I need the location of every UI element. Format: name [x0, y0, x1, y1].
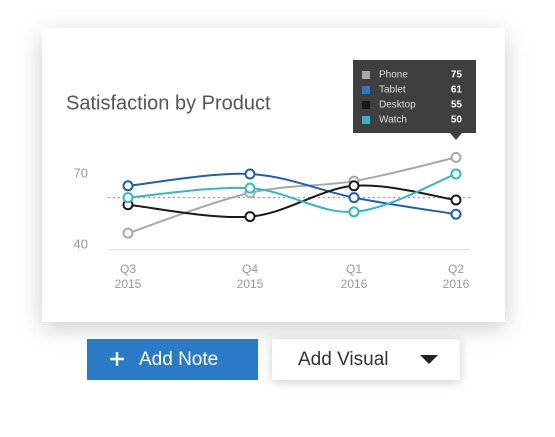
tooltip-value: 61 [451, 85, 463, 96]
data-point [244, 182, 256, 194]
tooltip-swatch [362, 86, 370, 94]
chart-title: Satisfaction by Product [66, 92, 271, 114]
x-tick-label: Q1 [346, 262, 362, 276]
add-note-button[interactable]: Add Note [87, 339, 258, 380]
tooltip-box [353, 60, 476, 133]
tooltip-name: Desktop [379, 100, 416, 111]
data-point [450, 168, 462, 180]
x-tick-year: 2015 [115, 277, 142, 291]
y-tick-label: 40 [74, 236, 88, 251]
series-line [127, 184, 457, 219]
x-tick-label: Q2 [448, 262, 464, 276]
button-label: Add Visual [298, 348, 389, 370]
series-line [127, 156, 457, 235]
x-tick-label: Q3 [120, 262, 136, 276]
data-point [244, 168, 256, 180]
add-visual-button[interactable]: Add Visual [272, 339, 460, 380]
data-point [450, 208, 462, 220]
series-line [127, 173, 457, 213]
series-line [127, 172, 457, 216]
data-point [122, 180, 134, 192]
data-point [348, 192, 360, 204]
data-point [450, 194, 462, 206]
tooltip: Phone 75 Tablet 61 Desktop 55 Watch 50 [353, 60, 476, 140]
data-point [122, 192, 134, 204]
x-tick-year: 2016 [341, 277, 368, 291]
dropdown-icon [420, 355, 438, 364]
x-tick-year: 2015 [237, 277, 264, 291]
tooltip-name: Tablet [379, 85, 406, 96]
tooltip-swatch [362, 116, 370, 124]
tooltip-value: 55 [451, 100, 463, 111]
data-point [122, 227, 134, 239]
button-label: Add Note [139, 348, 219, 370]
data-point [450, 151, 462, 163]
tooltip-swatch [362, 101, 370, 109]
tooltip-name: Phone [379, 70, 408, 81]
data-point [348, 180, 360, 192]
tooltip-arrow [450, 133, 462, 140]
tooltip-swatch [362, 71, 370, 79]
x-tick-label: Q4 [242, 262, 258, 276]
data-point [244, 211, 256, 223]
x-tick-year: 2016 [443, 277, 470, 291]
data-point [348, 206, 360, 218]
tooltip-value: 75 [451, 70, 463, 81]
tooltip-name: Watch [379, 115, 407, 126]
tooltip-value: 50 [451, 115, 463, 126]
plus-icon [110, 352, 124, 366]
y-tick-label: 70 [74, 165, 88, 180]
